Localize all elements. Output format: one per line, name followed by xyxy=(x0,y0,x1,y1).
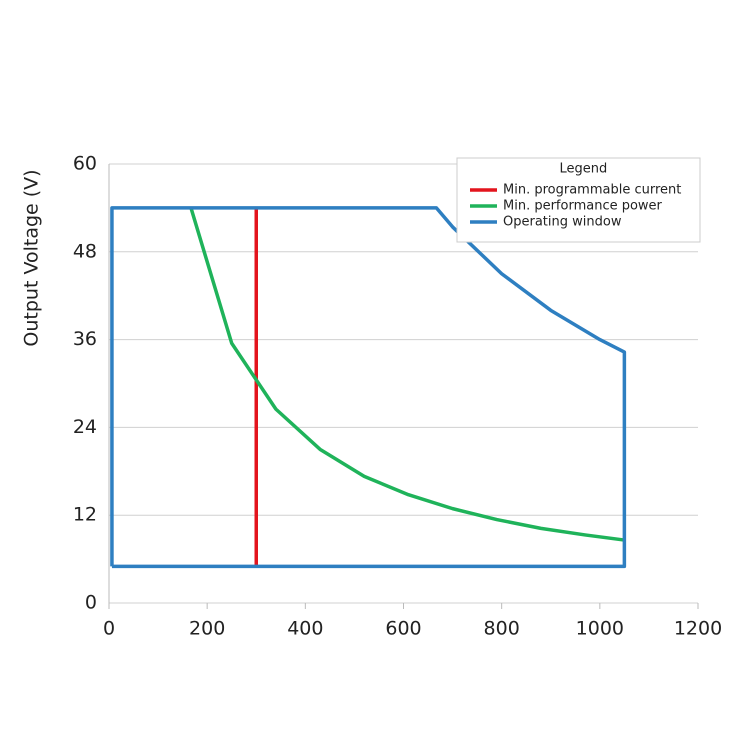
y-tick-label: 48 xyxy=(73,240,97,262)
y-tick-label: 12 xyxy=(73,504,97,526)
series-line xyxy=(189,207,625,542)
y-tick-label: 60 xyxy=(73,153,97,175)
legend-label: Min. programmable current xyxy=(503,183,681,198)
y-tick-label: 0 xyxy=(85,592,97,614)
series-line xyxy=(110,206,627,569)
y-axis-label: Output Voltage (V) xyxy=(21,169,43,346)
x-tick-label: 400 xyxy=(287,618,323,640)
x-tick-label: 1000 xyxy=(576,618,624,640)
x-tick-label: 1200 xyxy=(674,618,722,640)
legend-box xyxy=(456,157,701,243)
x-tick-label: 200 xyxy=(189,618,225,640)
y-tick-label: 36 xyxy=(73,328,97,350)
legend-label: Operating window xyxy=(503,215,622,230)
x-tick-label: 600 xyxy=(385,618,421,640)
y-tick-label: 24 xyxy=(73,416,97,438)
legend-title: Legend xyxy=(559,162,607,177)
x-tick-label: 0 xyxy=(103,618,115,640)
x-tick-label: 800 xyxy=(484,618,520,640)
legend-label: Min. performance power xyxy=(503,199,663,214)
